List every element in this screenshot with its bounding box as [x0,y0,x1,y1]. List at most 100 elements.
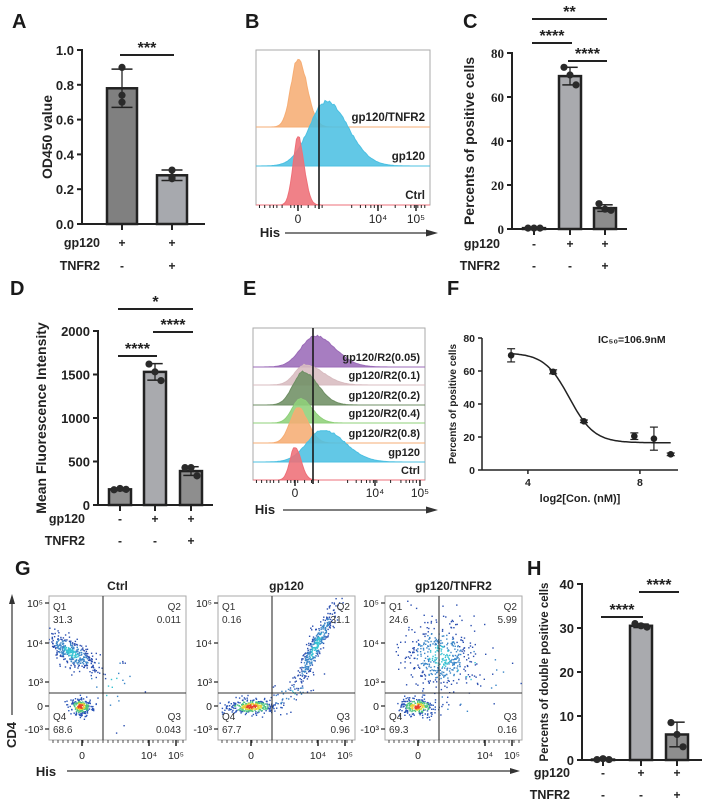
event-dot [408,698,410,701]
event-dot [74,654,76,657]
event-dot [440,682,442,684]
event-dot [327,635,329,637]
event-dot [408,714,411,716]
event-dot [430,715,433,717]
event-dot [421,675,423,677]
event-dot [416,706,418,708]
event-dot [238,697,241,699]
event-dot [405,710,407,712]
event-dot [418,704,420,706]
event-dot [295,699,297,701]
event-dot [72,643,74,645]
event-dot [319,643,321,645]
event-dot [73,671,75,673]
data-point [667,451,675,458]
event-dot [277,703,279,705]
event-dot [295,680,297,682]
event-dot [397,654,399,656]
condition-sign: + [673,788,680,802]
event-dot [329,622,331,625]
event-dot [417,664,419,666]
event-dot [437,669,439,671]
event-dot [322,631,324,633]
event-dot [91,677,93,680]
event-dot [66,653,69,655]
x-tick-label: 10⁵ [504,750,520,762]
event-dot [243,706,245,709]
x-axis-label: His [36,764,56,779]
event-dot [433,666,436,668]
event-dot [429,702,431,705]
event-dot [264,708,266,711]
y-tick-label: 10⁵ [27,598,43,610]
event-dot [243,710,245,712]
event-dot [436,640,438,642]
event-dot [257,703,259,705]
event-dot [443,681,445,683]
event-dot [87,709,89,711]
event-dot [274,704,276,706]
event-dot [241,695,243,697]
y-tick-label: 30 [560,621,574,636]
y-tick-label: 10⁴ [196,638,212,650]
event-dot [419,714,421,716]
event-dot [476,663,478,665]
event-dot [255,698,258,700]
event-dot [53,646,56,648]
data-point [601,205,609,213]
event-dot [272,705,274,707]
event-dot [330,621,332,623]
event-dot [418,699,420,701]
event-dot [54,628,56,630]
event-dot [310,627,312,629]
event-dot [71,645,74,647]
event-dot [82,649,84,651]
event-dot [453,662,455,664]
event-dot [327,636,329,638]
event-dot [70,643,72,645]
event-dot [89,658,91,661]
event-dot [241,699,244,702]
event-dot [413,704,415,707]
event-dot [449,660,451,662]
event-dot [446,644,448,646]
event-dot [324,638,326,640]
event-dot [310,643,312,645]
event-dot [447,655,449,657]
event-dot [428,673,430,676]
event-dot [417,684,419,686]
event-dot [469,676,471,678]
event-dot [474,664,477,666]
event-dot [400,641,402,643]
event-dot [95,676,97,679]
event-dot [57,646,59,649]
event-dot [63,639,66,642]
event-dot [443,635,445,637]
event-dot [318,633,321,635]
event-dot [334,622,336,624]
y-tick-label: 0 [83,498,90,513]
event-dot [436,681,438,683]
event-dot [308,658,310,661]
event-dot [83,708,85,710]
event-dot [311,645,313,647]
event-dot [309,670,312,672]
event-dot [27,634,28,635]
event-dot [312,640,314,642]
event-dot [88,656,90,659]
event-dot [255,714,258,716]
event-dot [304,652,307,654]
event-dot [59,647,62,649]
event-dot [431,713,433,716]
event-dot [91,672,93,674]
event-dot [416,650,419,653]
event-dot [75,710,78,713]
event-dot [246,700,248,702]
event-dot [262,708,265,710]
event-dot [66,651,69,653]
condition-sign: + [673,766,680,780]
event-dot [475,676,477,678]
event-dot [428,627,430,630]
x-tick-label: 10⁵ [411,486,429,500]
